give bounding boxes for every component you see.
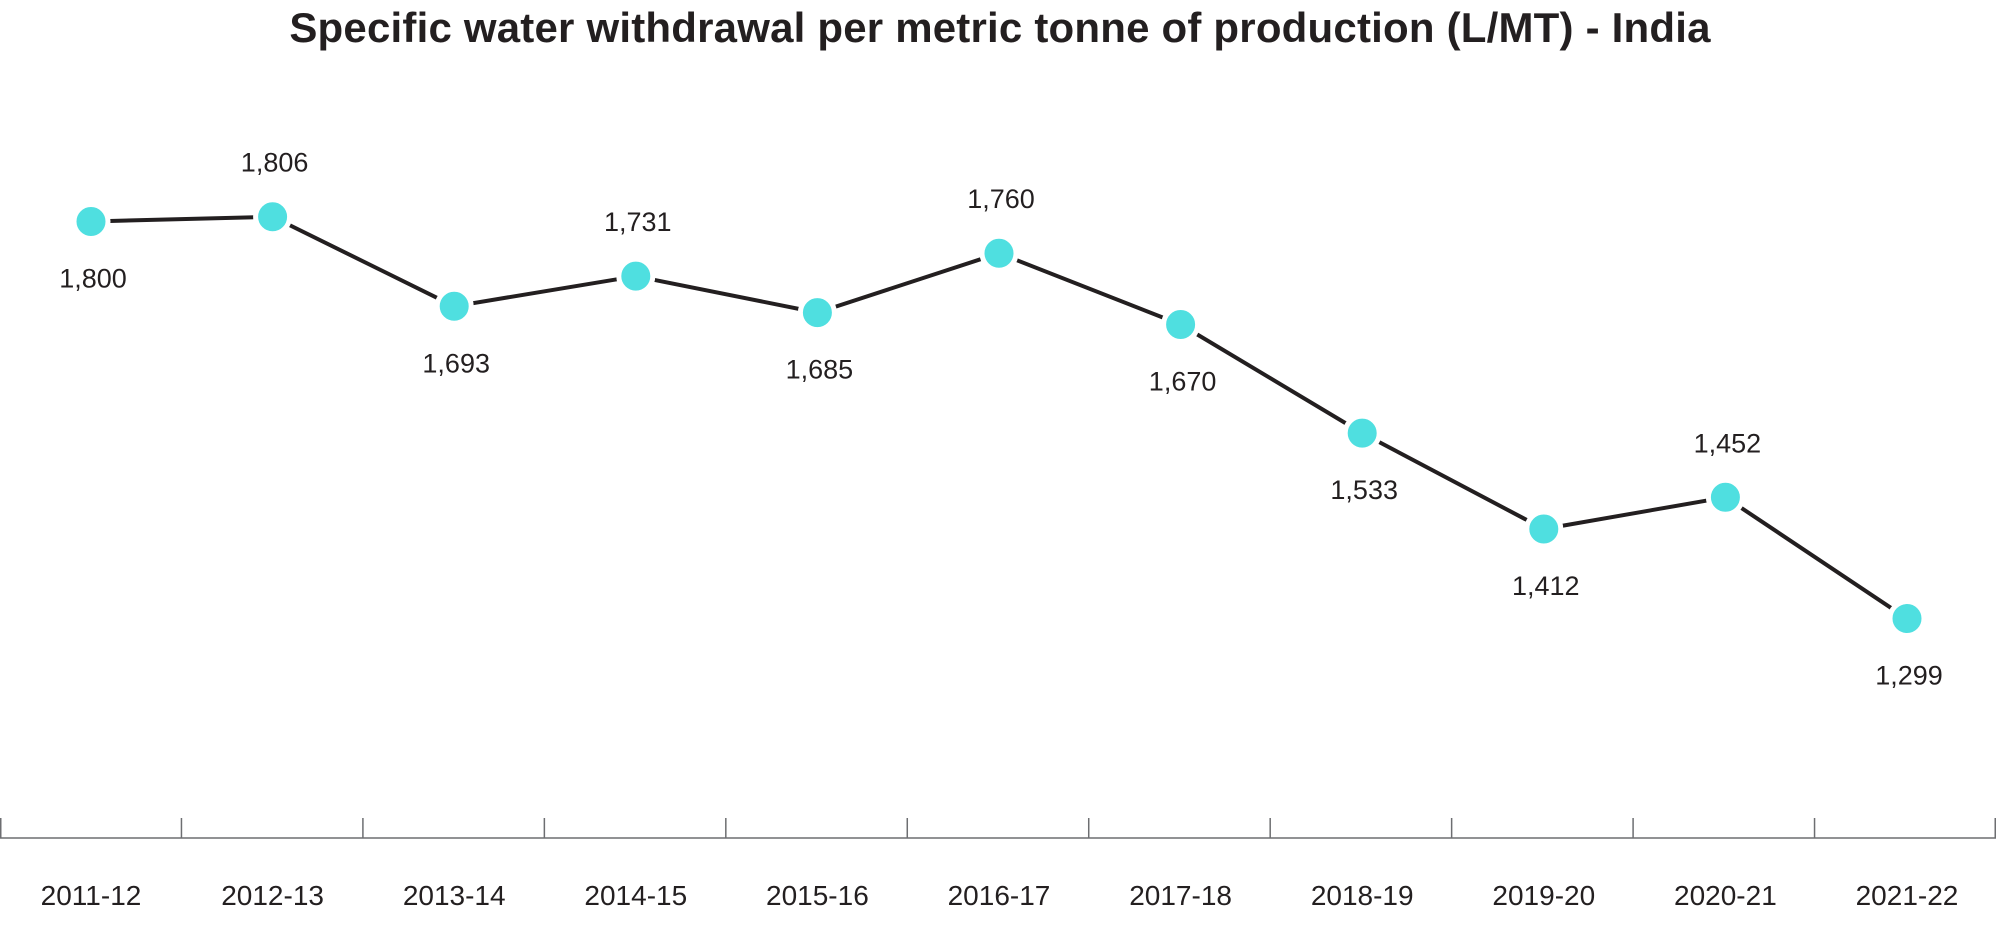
- series-line-segment: [815, 251, 1001, 315]
- data-label: 1,452: [1694, 428, 1762, 458]
- x-tick-label: 2012-13: [221, 880, 324, 911]
- series-points: [71, 197, 1927, 639]
- data-labels: 1,800 1,806 1,693 1,731 1,685 1,760 1,670 1,533…: [59, 148, 1943, 691]
- x-tick-label: 2020-21: [1674, 880, 1777, 911]
- data-label: 1,670: [1149, 367, 1217, 397]
- x-tick-label: 2017-18: [1129, 880, 1232, 911]
- series-line-segment: [1360, 431, 1546, 531]
- x-tick-label: 2021-22: [1856, 880, 1959, 911]
- data-label: 1,685: [786, 355, 854, 385]
- series-line-segment: [270, 214, 457, 309]
- data-point: [1524, 509, 1564, 549]
- data-point: [1705, 477, 1745, 517]
- data-label: 1,693: [422, 348, 490, 378]
- series-line-segment: [997, 251, 1183, 327]
- data-label: 1,533: [1330, 475, 1398, 505]
- chart-title: Specific water withdrawal per metric ton…: [289, 4, 1711, 51]
- x-tick-label: 2019-20: [1492, 880, 1595, 911]
- series-line-segment: [1541, 495, 1728, 531]
- x-tick-label: 2018-19: [1311, 880, 1414, 911]
- data-label: 1,800: [59, 264, 127, 294]
- data-point: [434, 286, 474, 326]
- x-tick-label: 2013-14: [403, 880, 506, 911]
- series-line-segment: [89, 214, 275, 224]
- x-tick-label: 2011-12: [41, 880, 142, 911]
- data-point: [1161, 305, 1201, 345]
- series-line-segment: [1178, 322, 1365, 436]
- data-label: 1,806: [241, 148, 309, 178]
- x-axis-tick-labels: 2011-12 2012-13 2013-14 2014-15 2015-16 2016-…: [41, 880, 1959, 911]
- data-label: 1,760: [967, 184, 1035, 214]
- data-point: [979, 233, 1019, 273]
- series-line-segment: [452, 274, 638, 309]
- data-label: 1,412: [1512, 571, 1580, 601]
- x-axis: [0, 818, 1996, 839]
- data-point: [1887, 599, 1927, 639]
- x-tick-label: 2015-16: [766, 880, 869, 911]
- data-point: [616, 256, 656, 296]
- data-label: 1,299: [1875, 661, 1943, 691]
- series-line-segment: [1723, 495, 1909, 621]
- x-tick-label: 2016-17: [948, 880, 1051, 911]
- data-label: 1,731: [604, 207, 672, 237]
- x-tick-label: 2014-15: [584, 880, 687, 911]
- series-line-segment: [633, 274, 820, 315]
- data-point: [797, 293, 837, 333]
- data-point: [253, 197, 293, 237]
- series-line: [89, 214, 1909, 621]
- data-point: [1342, 413, 1382, 453]
- data-point: [71, 202, 111, 241]
